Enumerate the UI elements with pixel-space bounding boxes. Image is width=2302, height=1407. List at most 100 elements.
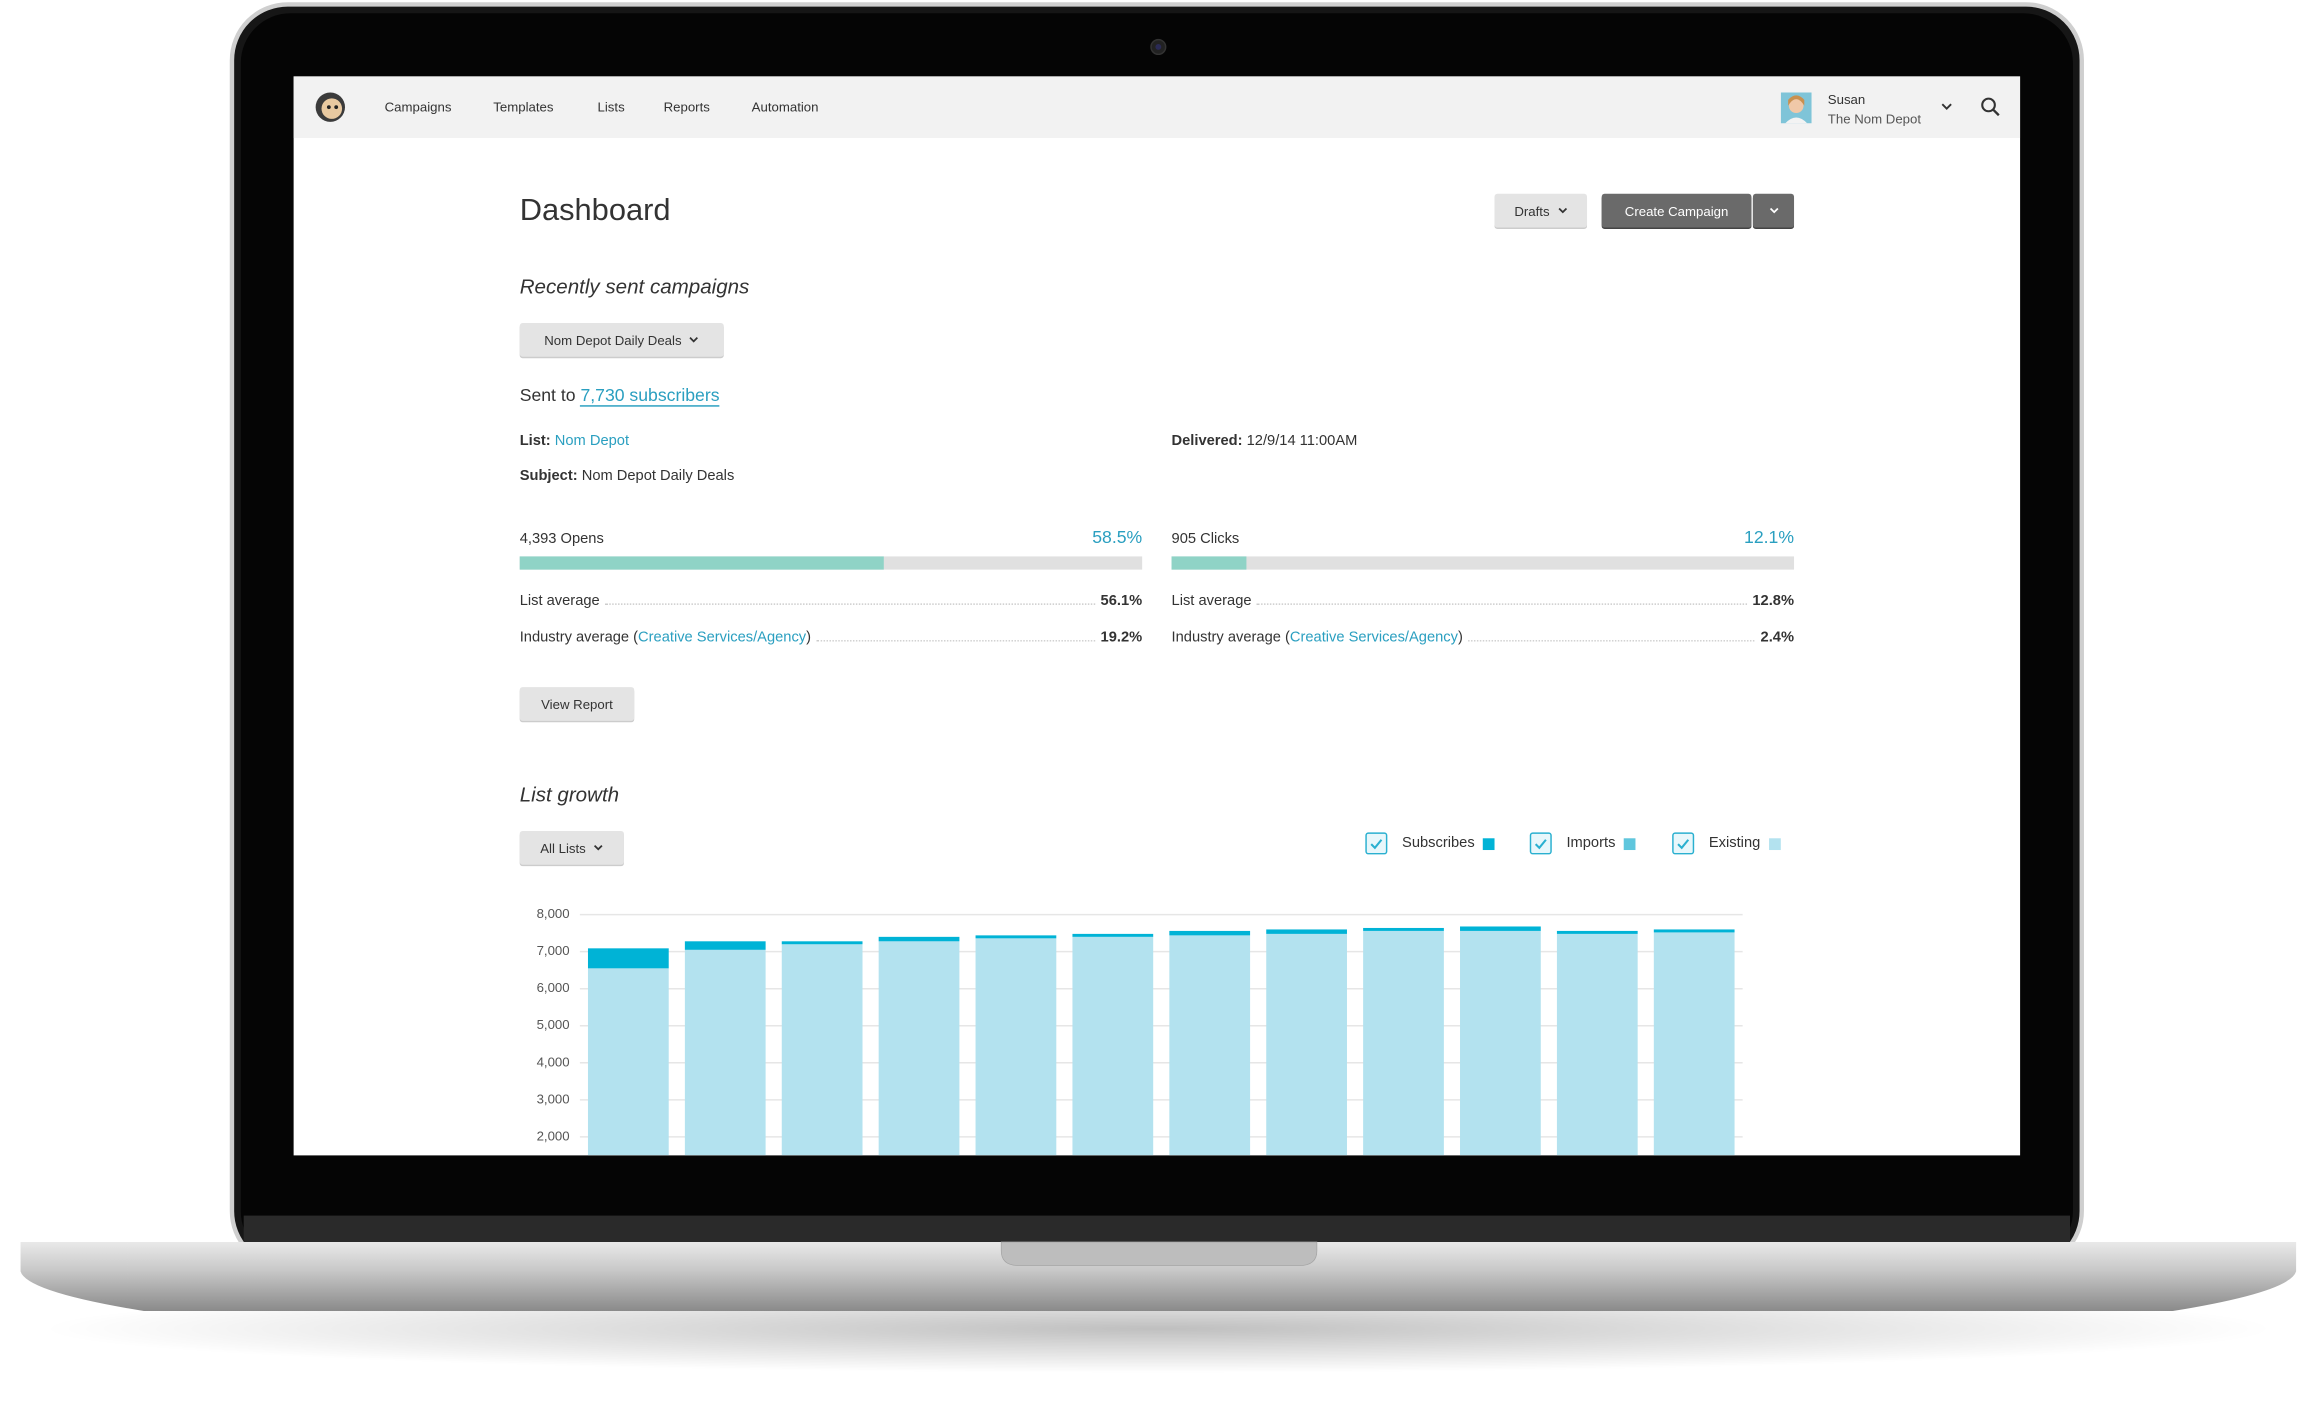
list-link[interactable]: Nom Depot <box>554 433 630 450</box>
industry-link[interactable]: Creative Services/Agency <box>1289 629 1458 646</box>
bar-segment <box>975 938 1057 1156</box>
checkbox[interactable] <box>1365 832 1388 855</box>
nav-link[interactable]: Lists <box>597 99 625 115</box>
industry-average-row: Industry average (Creative Services/Agen… <box>1172 630 1794 646</box>
metric-column: 4,393 Opens 58.5% List average 56.1% Industr… <box>519 527 1143 659</box>
legend-label: Existing <box>1708 835 1761 852</box>
y-tick-label: 5,000 <box>537 1017 570 1032</box>
legend-item[interactable]: Existing <box>1672 832 1781 855</box>
y-tick-label: 8,000 <box>537 906 570 921</box>
legend-swatch <box>1624 837 1636 850</box>
bar-segment <box>1460 926 1541 931</box>
text: ) <box>806 629 812 646</box>
legend-swatch <box>1483 837 1496 850</box>
legend-label: Imports <box>1566 835 1616 852</box>
label: Delivered: <box>1171 433 1243 450</box>
base <box>20 1242 2297 1312</box>
user-menu[interactable] <box>1941 103 1953 112</box>
bar-segment <box>1363 927 1444 931</box>
nav-link[interactable]: Automation <box>751 99 819 115</box>
button-label: Create Campaign <box>1624 203 1729 219</box>
metric-header: 905 Clicks 12.1% <box>1172 527 1794 548</box>
value: 12/9/14 11:00AM <box>1246 433 1358 450</box>
screen: Campaigns Templates Lists Reports Automa… <box>293 76 2021 1156</box>
user-org: The Nom Depot <box>1827 111 1922 127</box>
label: List: <box>519 433 551 450</box>
legend-swatch <box>1769 837 1781 850</box>
metric-header: 4,393 Opens 58.5% <box>520 527 1142 548</box>
check <box>1534 838 1547 849</box>
y-tick-label: 7,000 <box>537 943 570 958</box>
list-selector[interactable]: All Lists <box>519 830 624 865</box>
chevron <box>1557 207 1567 214</box>
subscribers-link[interactable]: 7,730 subscribers <box>580 384 720 407</box>
y-tick-label: 3,000 <box>537 1091 570 1106</box>
bar-segment <box>587 948 669 969</box>
nav-link[interactable]: Templates <box>493 99 554 115</box>
legend-item[interactable]: Imports <box>1529 832 1636 855</box>
notch <box>1000 1241 1318 1266</box>
camera-lens <box>1155 44 1162 50</box>
leader <box>605 603 1095 605</box>
bar-segment <box>878 936 960 942</box>
y-tick-label: 6,000 <box>537 980 570 995</box>
bar-segment <box>684 949 766 1156</box>
bar-segment <box>1653 932 1735 1156</box>
bar-segment <box>1169 935 1251 1156</box>
row-label: Industry average (Creative Services/Agen… <box>1172 630 1463 646</box>
search-icon[interactable] <box>1980 97 2001 118</box>
legend-label: Subscribes <box>1402 835 1475 852</box>
bar-segment <box>781 944 863 1156</box>
nav-link[interactable]: Reports <box>663 99 710 115</box>
y-tick-label: 2,000 <box>537 1128 570 1143</box>
value: Nom Depot Daily Deals <box>581 468 735 485</box>
label: Subject: <box>519 468 578 485</box>
sent-to: Sent to 7,730 subscribers <box>519 384 720 407</box>
create-dropdown[interactable] <box>1752 193 1795 228</box>
hinge <box>243 1215 2071 1243</box>
chevron <box>1769 207 1778 214</box>
view-report-button[interactable]: View Report <box>519 687 635 721</box>
bar-segment <box>781 941 863 945</box>
list-line: List: Nom Depot <box>520 433 629 449</box>
metric-label: 905 Clicks <box>1171 531 1240 548</box>
section-heading: List growth <box>519 782 620 806</box>
row-value: 19.2% <box>1100 629 1143 646</box>
legend-item[interactable]: Subscribes <box>1365 832 1496 855</box>
list-average-row: List average 12.8% <box>1172 593 1794 609</box>
chevron <box>689 337 699 343</box>
progress-track <box>519 556 1143 570</box>
button-label: Drafts <box>1514 203 1550 219</box>
row-value: 56.1% <box>1100 593 1143 610</box>
delivered-line: Delivered: 12/9/14 11:00AM <box>1172 433 1358 449</box>
y-tick-label: 4,000 <box>537 1054 570 1069</box>
bar-segment <box>587 968 669 1156</box>
metric-label: 4,393 Opens <box>519 531 604 548</box>
bar-segment <box>1072 933 1154 937</box>
text: Sent to <box>519 384 576 406</box>
bar-segment <box>1460 930 1541 1156</box>
row-label: Industry average (Creative Services/Agen… <box>520 630 811 646</box>
logo[interactable] <box>314 91 346 123</box>
campaign-selector[interactable]: Nom Depot Daily Deals <box>519 322 724 357</box>
text: Industry average ( <box>519 629 639 646</box>
row-label: List average <box>519 593 600 610</box>
nav-link[interactable]: Campaigns <box>384 99 452 115</box>
button-label: Nom Depot Daily Deals <box>544 332 682 348</box>
text: Industry average ( <box>1171 629 1290 646</box>
bar-segment <box>1266 933 1347 1156</box>
industry-link[interactable]: Creative Services/Agency <box>638 629 807 646</box>
bar-segment <box>1556 930 1638 934</box>
bar-segment <box>1653 929 1735 933</box>
bar-segment <box>878 941 960 1156</box>
row-label: List average <box>1171 593 1252 610</box>
section-heading: Recently sent campaigns <box>519 274 750 299</box>
checkbox[interactable] <box>1672 832 1695 855</box>
avatar[interactable] <box>1780 92 1812 124</box>
checkbox[interactable] <box>1529 832 1552 855</box>
drafts-button[interactable]: Drafts <box>1494 193 1588 228</box>
progress-fill <box>1171 556 1247 570</box>
create-campaign-button[interactable]: Create Campaign <box>1601 193 1752 228</box>
row-value: 2.4% <box>1760 629 1795 646</box>
